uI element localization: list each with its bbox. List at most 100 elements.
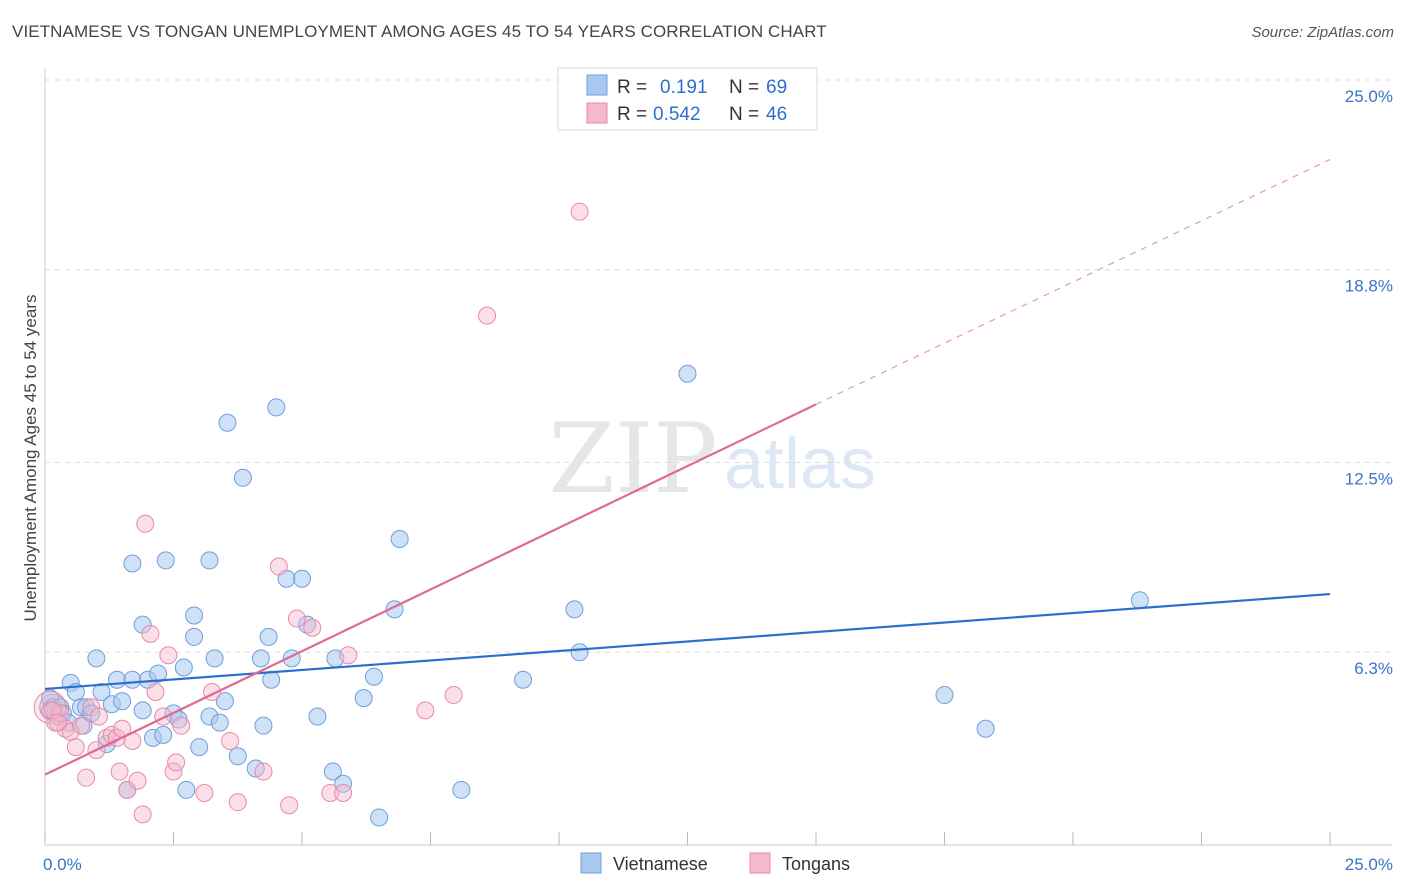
vietnamese-point (323, 762, 342, 781)
tongans-point (221, 731, 240, 750)
y-tick-label-2: 18.8% (1345, 277, 1393, 296)
vietnamese-point (123, 554, 142, 573)
legend-swatch-tongans (586, 102, 608, 124)
tongans-point (77, 768, 96, 787)
vietnamese-point (298, 615, 317, 634)
tongans-point (334, 783, 353, 802)
tongans-point (82, 698, 101, 717)
vietnamese-point (200, 551, 219, 570)
series-tongans-points (33, 202, 589, 824)
vietnamese-point (133, 701, 152, 720)
vietnamese-point (293, 569, 311, 588)
vietnamese-point (570, 643, 589, 662)
tongans-point (416, 701, 435, 720)
legend-r-value-2: 0.542 (653, 104, 701, 125)
tongans-point (146, 683, 165, 701)
vietnamese-point (133, 615, 152, 634)
tongans-trend-line (44, 403, 817, 776)
tongans-point (128, 771, 147, 790)
tongans-point (136, 514, 155, 533)
vietnamese-point (259, 627, 278, 646)
legend-n-label-2: N = (729, 104, 759, 125)
legend-n-value-1: 69 (766, 77, 787, 98)
tongans-point (71, 716, 90, 735)
tongans-point (154, 707, 173, 726)
vietnamese-point (267, 398, 286, 417)
tongans-point (110, 762, 129, 781)
vietnamese-point (123, 670, 142, 689)
tongans-point (339, 646, 358, 665)
tongans-point (118, 780, 137, 799)
bottom-legend-label-vietnamese: Vietnamese (613, 854, 708, 874)
vietnamese-point (976, 719, 995, 738)
legend-n-label-1: N = (729, 77, 759, 98)
tongans-point (287, 609, 306, 628)
vietnamese-point (185, 606, 204, 625)
x-tick-label-0: 0.0% (43, 855, 82, 874)
vietnamese-trend-line (44, 592, 1331, 691)
y-tick-label-0: 6.3% (1354, 659, 1393, 678)
vietnamese-point (251, 649, 270, 668)
vietnamese-point (308, 707, 327, 726)
vietnamese-point (678, 364, 697, 383)
vietnamese-point (452, 780, 471, 799)
tongans-point (48, 713, 67, 732)
watermark-atlas: atlas (724, 424, 876, 504)
vietnamese-point (185, 627, 204, 646)
legend: R = 0.191 N = 69 R = 0.542 N = 46 (557, 67, 818, 131)
vietnamese-point (565, 600, 584, 619)
tongans-point (66, 738, 85, 757)
tongans-point (141, 624, 160, 643)
y-tick-label-3: 25.0% (1345, 87, 1393, 106)
vietnamese-point (107, 670, 126, 689)
tongans-point (167, 753, 186, 772)
vietnamese-point (514, 670, 533, 689)
vietnamese-point (113, 692, 132, 711)
vietnamese-point (228, 747, 247, 766)
source-label: Source: ZipAtlas.com (1251, 24, 1394, 41)
vietnamese-point (149, 664, 168, 683)
vietnamese-point (156, 551, 175, 570)
vietnamese-point (390, 530, 409, 548)
legend-n-value-2: 46 (766, 104, 787, 125)
tongans-point (159, 646, 178, 665)
bottom-legend-label-tongans: Tongans (782, 854, 850, 874)
vietnamese-point (935, 686, 954, 705)
tongans-point (321, 783, 340, 802)
tongans-point (444, 686, 463, 705)
tongans-point (478, 306, 497, 325)
tongans-point (133, 805, 152, 824)
vietnamese-point (190, 738, 209, 757)
legend-r-label-2: R = (617, 104, 647, 125)
vietnamese-point (364, 667, 383, 686)
bottom-legend: Vietnamese Tongans (580, 852, 850, 874)
watermark-zip: ZIP (548, 403, 717, 515)
tongans-point (303, 618, 322, 637)
vietnamese-point (218, 413, 237, 432)
bottom-legend-swatch-tongans (749, 852, 771, 874)
tick-labels: 6.3% 12.5% 18.8% 25.0% 0.0% 25.0% (43, 87, 1393, 874)
vietnamese-point (1130, 591, 1149, 610)
tongans-point (280, 796, 299, 815)
tongans-trend-extension (815, 159, 1331, 405)
vietnamese-point (154, 725, 173, 744)
bottom-legend-swatch-vietnamese (580, 852, 602, 874)
tongans-point (570, 202, 589, 221)
axes (44, 68, 1392, 846)
grid-lines (45, 79, 1392, 653)
vietnamese-point (210, 713, 229, 732)
tongans-point (228, 793, 247, 812)
tongans-point (172, 716, 191, 735)
tongans-point (89, 707, 108, 726)
legend-r-label-1: R = (617, 77, 647, 98)
vietnamese-point (354, 689, 373, 708)
vietnamese-point (233, 468, 252, 487)
x-tick-label-1: 25.0% (1345, 855, 1393, 874)
vietnamese-point (370, 808, 389, 827)
tongans-point (195, 783, 214, 802)
trend-lines (44, 159, 1331, 776)
tongans-point (269, 557, 288, 576)
vietnamese-point (215, 692, 234, 711)
legend-r-value-1: 0.191 (660, 77, 708, 98)
